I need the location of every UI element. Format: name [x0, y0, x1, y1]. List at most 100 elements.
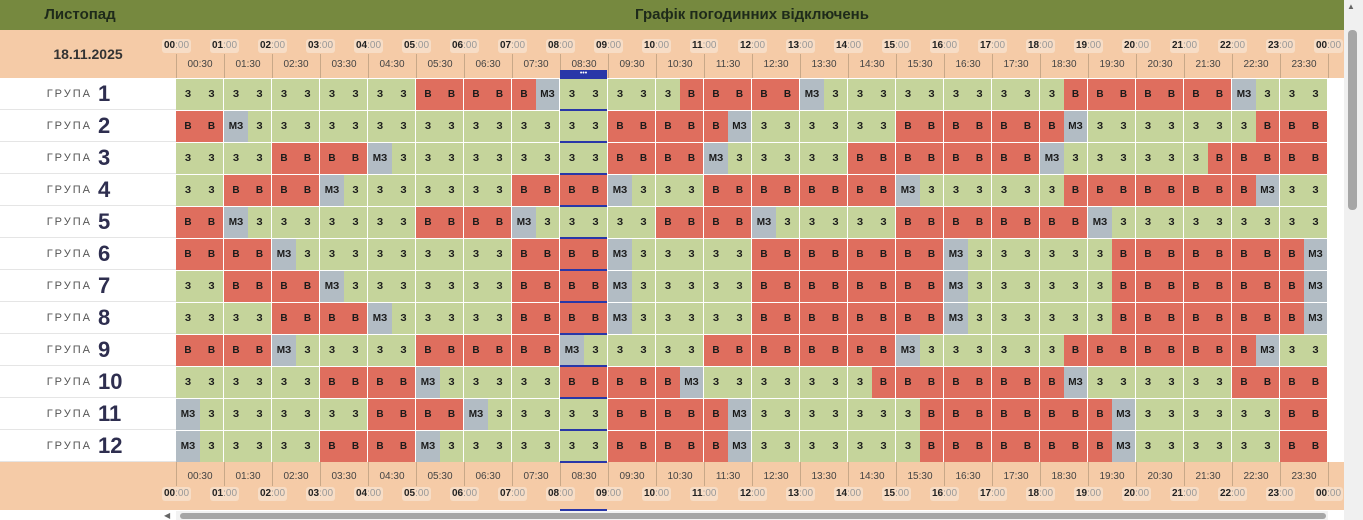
schedule-cell: В [416, 398, 440, 430]
hour-tick [752, 54, 753, 78]
hour-tick [512, 54, 513, 78]
schedule-cell: З [776, 430, 800, 462]
schedule-cell: В [920, 398, 944, 430]
schedule-cell: МЗ [1256, 174, 1280, 206]
schedule-cell: В [896, 142, 920, 174]
schedule-cell: В [248, 334, 272, 366]
schedule-cell: В [656, 430, 680, 462]
schedule-cell: В [728, 78, 752, 110]
hour-label: 00:00 [162, 487, 192, 501]
schedule-cell: З [1064, 142, 1088, 174]
hour-tick [1088, 462, 1089, 486]
schedule-cell: З [1112, 366, 1136, 398]
schedule-cell: З [800, 110, 824, 142]
schedule-cell: МЗ [728, 430, 752, 462]
schedule-cell: З [560, 398, 584, 430]
schedule-cell: В [560, 366, 584, 398]
schedule-cell: З [1064, 270, 1088, 302]
schedule-cell: В [512, 174, 536, 206]
schedule-cell: МЗ [1256, 334, 1280, 366]
schedule-cell: З [1232, 398, 1256, 430]
schedule-cell: З [512, 142, 536, 174]
current-slot-line [560, 461, 607, 463]
schedule-cell: В [872, 142, 896, 174]
schedule-cell: З [752, 110, 776, 142]
hour-tick [1280, 462, 1281, 486]
schedule-cell: МЗ [1304, 270, 1328, 302]
schedule-cell: В [872, 302, 896, 334]
schedule-cell: З [560, 110, 584, 142]
schedule-cell: З [200, 78, 224, 110]
hour-tick [992, 54, 993, 78]
schedule-cell: В [1208, 238, 1232, 270]
group-row-label: ГРУПА 11 [0, 398, 176, 430]
schedule-cell: З [824, 398, 848, 430]
schedule-cell: З [176, 174, 200, 206]
schedule-cell: МЗ [320, 174, 344, 206]
hour-tick [1328, 54, 1329, 78]
schedule-cell: В [1040, 206, 1064, 238]
schedule-cell: З [320, 398, 344, 430]
schedule-cell: З [824, 366, 848, 398]
schedule-cell: З [224, 142, 248, 174]
schedule-cell: В [752, 238, 776, 270]
schedule-cell: МЗ [536, 78, 560, 110]
half-hour-label: 20:30 [1147, 471, 1173, 482]
schedule-cell: В [272, 174, 296, 206]
schedule-cell: В [704, 430, 728, 462]
schedule-cell: З [1160, 398, 1184, 430]
schedule-cell: В [1136, 270, 1160, 302]
hour-label: 21:00 [1170, 487, 1200, 501]
schedule-cell: В [776, 238, 800, 270]
schedule-cell: З [200, 142, 224, 174]
schedule-cell: З [560, 206, 584, 238]
schedule-cell: З [848, 78, 872, 110]
hour-label: 00:00 [162, 39, 192, 53]
schedule-cell: З [656, 302, 680, 334]
schedule-cell: З [944, 78, 968, 110]
schedule-cell: З [344, 398, 368, 430]
scroll-left-arrow-icon[interactable]: ◀ [164, 511, 171, 520]
hour-tick [368, 462, 369, 486]
schedule-cell: З [824, 142, 848, 174]
group-row-label: ГРУПА 12 [0, 430, 176, 462]
schedule-cell: З [200, 398, 224, 430]
schedule-cell: З [296, 110, 320, 142]
schedule-cell: В [464, 206, 488, 238]
half-hour-label: 05:30 [427, 59, 453, 70]
scroll-up-arrow-icon[interactable]: ▲ [1347, 2, 1355, 11]
schedule-cell: В [920, 270, 944, 302]
schedule-cell: З [248, 302, 272, 334]
hour-label: 21:00 [1170, 39, 1200, 53]
hour-tick [224, 462, 225, 486]
schedule-cell: З [1136, 430, 1160, 462]
schedule-cell: В [488, 78, 512, 110]
schedule-cell: З [848, 110, 872, 142]
schedule-cell: З [680, 174, 704, 206]
schedule-cell: З [1136, 398, 1160, 430]
horizontal-scroll-thumb[interactable] [180, 513, 1326, 519]
group-word: ГРУПА [46, 344, 92, 356]
schedule-cell: З [560, 142, 584, 174]
schedule-cell: В [560, 174, 584, 206]
group-number: 6 [98, 241, 111, 266]
hour-tick [320, 54, 321, 78]
schedule-cell: В [1256, 366, 1280, 398]
schedule-cell: В [512, 270, 536, 302]
current-slot-line [560, 237, 607, 239]
schedule-cell: З [248, 110, 272, 142]
schedule-cell: В [1016, 142, 1040, 174]
schedule-cell: В [200, 110, 224, 142]
schedule-cell: З [488, 270, 512, 302]
vertical-scroll-thumb[interactable] [1348, 30, 1357, 210]
schedule-cell: В [1016, 110, 1040, 142]
schedule-cell: В [632, 142, 656, 174]
hour-label: 03:00 [306, 39, 336, 53]
half-hour-label: 05:30 [427, 471, 453, 482]
schedule-cell: В [344, 430, 368, 462]
hour-tick [272, 462, 273, 486]
schedule-cell: З [872, 430, 896, 462]
schedule-cell: МЗ [896, 174, 920, 206]
schedule-cell: В [248, 238, 272, 270]
schedule-cell: МЗ [416, 430, 440, 462]
